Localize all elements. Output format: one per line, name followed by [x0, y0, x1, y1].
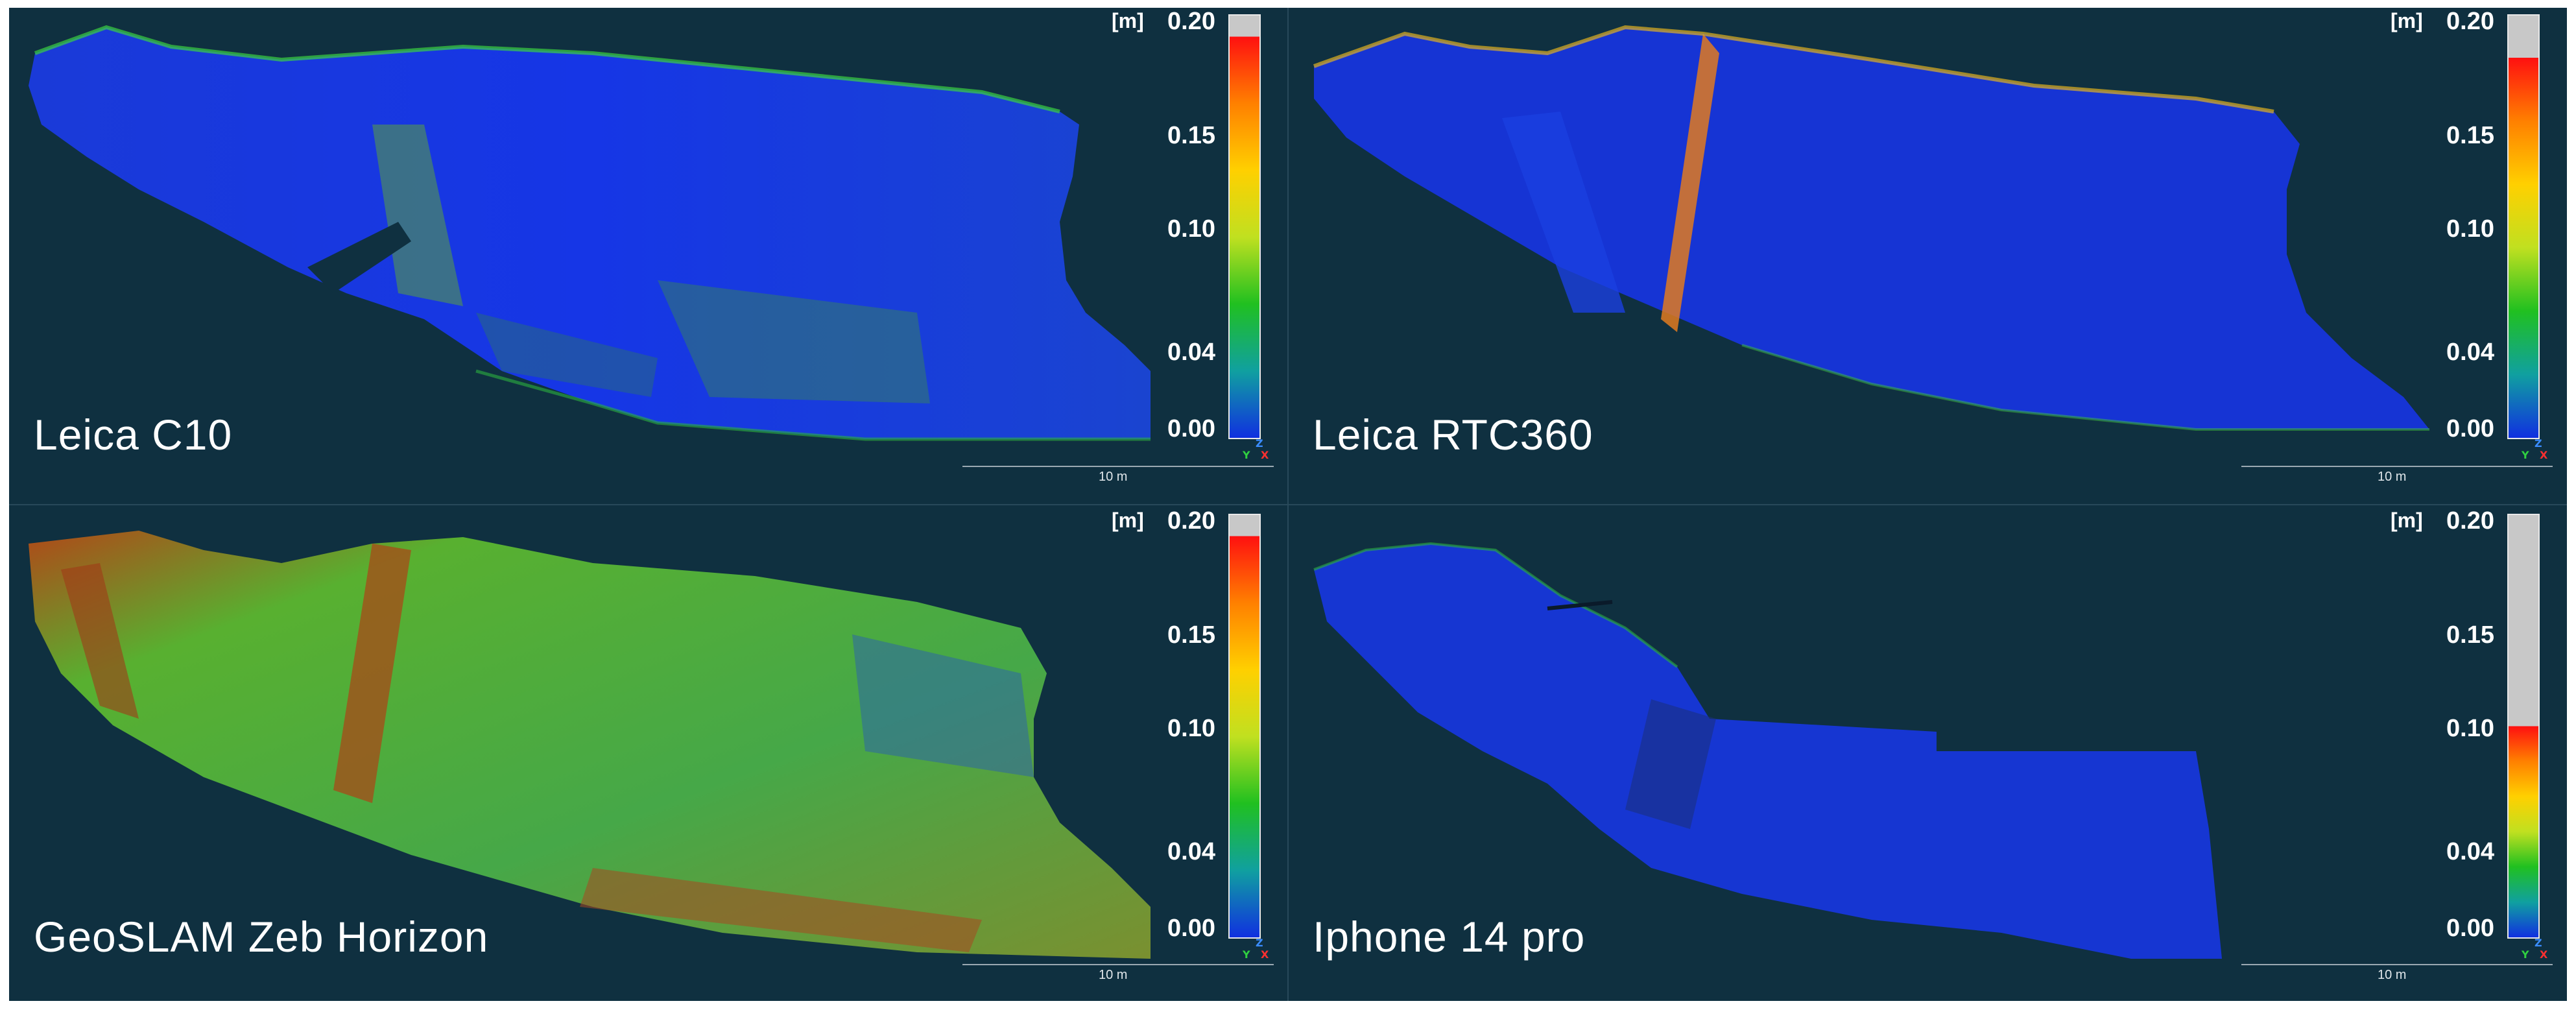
scale-bar: [2241, 466, 2553, 467]
caption: Leica C10: [34, 411, 233, 459]
colorbar: [1228, 514, 1261, 939]
colorbar-tick: 0.00: [2446, 915, 2494, 942]
colorbar-unit: [m]: [2391, 509, 2423, 532]
colorbar-tick: 0.15: [1167, 122, 1215, 149]
axis-y-label: Y: [2522, 449, 2529, 461]
colorbar-tick: 0.04: [1167, 339, 1215, 366]
point-cloud-leica-c10: [29, 25, 1151, 441]
colorbar-tick: 0.10: [1167, 215, 1215, 243]
scale-label: 10 m: [2378, 470, 2407, 484]
colorbar-tick: 0.20: [2446, 507, 2494, 535]
colorbar-tick: 0.15: [1167, 621, 1215, 649]
axis-y-label: Y: [2522, 948, 2529, 961]
colorbar-unit: [m]: [1112, 9, 1144, 32]
point-cloud-iphone: [1313, 542, 2222, 959]
panel-divider-horizontal: [9, 504, 2567, 505]
panel-leica-rtc360: Leica RTC360 [m] 0.20 0.15 0.10 0.04 0.0…: [1288, 8, 2567, 504]
scale-label: 10 m: [1099, 968, 1128, 982]
colorbar-tick: 0.04: [2446, 838, 2494, 865]
caption: Leica RTC360: [1313, 411, 1593, 459]
colorbar: [1228, 14, 1261, 439]
colorbar-tick: 0.15: [2446, 621, 2494, 649]
axis-z-label: Z: [1256, 937, 1263, 949]
panel-iphone-14-pro: Iphone 14 pro [m] 0.20 0.15 0.10 0.04 0.…: [1288, 505, 2567, 1001]
colorbar-tick: 0.04: [1167, 838, 1215, 865]
colorbar-tick: 0.00: [2446, 415, 2494, 442]
colorbar-tick: 0.04: [2446, 339, 2494, 366]
colorbar-tick: 0.00: [1167, 915, 1215, 942]
axis-x-label: X: [1261, 948, 1269, 961]
axis-z-label: Z: [2534, 437, 2542, 450]
scale-bar: [2241, 964, 2553, 965]
axis-x-label: X: [1261, 449, 1269, 461]
scale-bar: [962, 466, 1274, 467]
point-cloud-geoslam: [29, 531, 1151, 959]
colorbar-tick: 0.10: [2446, 215, 2494, 243]
colorbar-tick: 0.10: [2446, 715, 2494, 742]
axis-y-label: Y: [1243, 449, 1250, 461]
colorbar: [2507, 514, 2540, 939]
colorbar-tick: 0.20: [1167, 8, 1215, 35]
axis-z-label: Z: [2534, 937, 2542, 949]
colorbar-tick: 0.10: [1167, 715, 1215, 742]
panel-geoslam-zeb-horizon: GeoSLAM Zeb Horizon [m] 0.20 0.15 0.10 0…: [9, 505, 1288, 1001]
figure-canvas: Leica C10 [m] 0.20 0.15 0.10 0.04 0.00 Z…: [9, 8, 2567, 1001]
colorbar-tick: 0.15: [2446, 122, 2494, 149]
scale-bar: [962, 964, 1274, 965]
point-cloud-leica-rtc360: [1313, 25, 2429, 431]
panel-leica-c10: Leica C10 [m] 0.20 0.15 0.10 0.04 0.00 Z…: [9, 8, 1288, 504]
axis-y-label: Y: [1243, 948, 1250, 961]
colorbar-tick: 0.00: [1167, 415, 1215, 442]
scale-label: 10 m: [2378, 968, 2407, 982]
colorbar-tick: 0.20: [1167, 507, 1215, 535]
axis-x-label: X: [2540, 449, 2548, 461]
caption: GeoSLAM Zeb Horizon: [34, 913, 489, 961]
axis-x-label: X: [2540, 948, 2548, 961]
colorbar-tick: 0.20: [2446, 8, 2494, 35]
colorbar: [2507, 14, 2540, 439]
colorbar-unit: [m]: [2391, 9, 2423, 32]
caption: Iphone 14 pro: [1313, 913, 1586, 961]
colorbar-unit: [m]: [1112, 509, 1144, 532]
axis-z-label: Z: [1256, 437, 1263, 450]
scale-label: 10 m: [1099, 470, 1128, 484]
